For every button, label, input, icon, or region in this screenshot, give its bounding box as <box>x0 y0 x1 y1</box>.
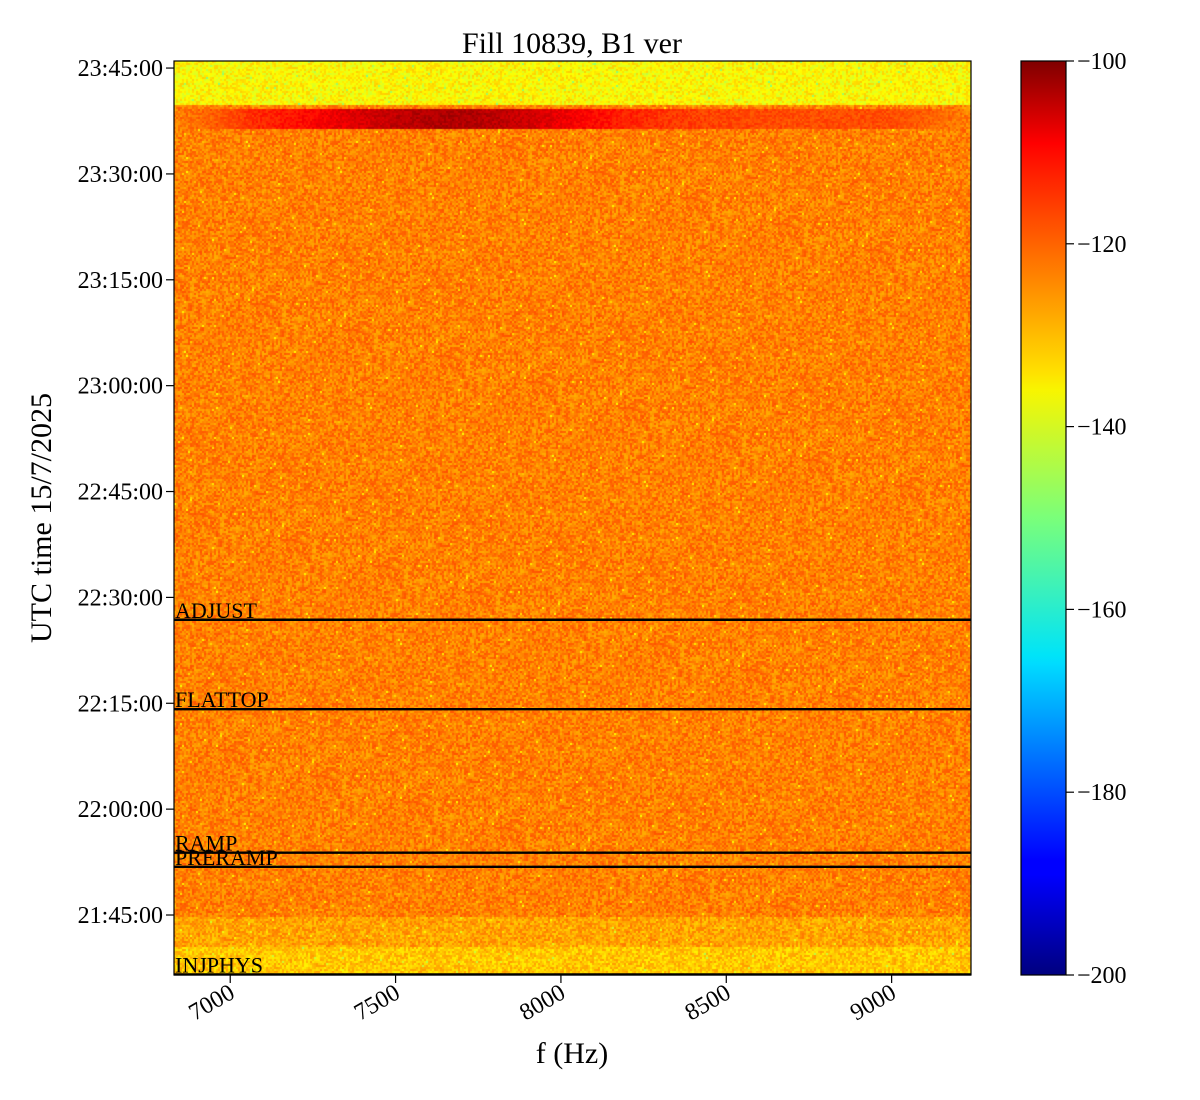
y-axis-label: UTC time 15/7/2025 <box>25 393 58 643</box>
event-label: FLATTOP <box>175 687 269 712</box>
plot-frame <box>173 60 972 976</box>
y-tick-label: 22:00:00 <box>78 797 163 823</box>
x-tick-label: 9000 <box>846 980 901 1027</box>
x-axis-ticks: 7000 7500 8000 8500 9000 <box>185 975 901 1026</box>
colorbar-tick-label: −180 <box>1077 780 1127 806</box>
y-tick-label: 23:00:00 <box>78 374 163 400</box>
y-tick-label: 22:45:00 <box>78 480 163 506</box>
colorbar-ticks: −100 −120 −140 −160 −180 −200 <box>1066 49 1127 989</box>
event-label: RAMP <box>175 831 237 856</box>
y-tick-label: 23:30:00 <box>78 162 163 188</box>
colorbar-tick-label: −140 <box>1077 415 1127 441</box>
event-label: ADJUST <box>175 598 257 623</box>
heatmap-raster <box>174 61 971 975</box>
colorbar-tick-label: −200 <box>1077 963 1127 989</box>
colorbar-tick-label: −120 <box>1077 232 1127 258</box>
x-tick-label: 7000 <box>185 980 240 1027</box>
y-tick-label: 23:15:00 <box>78 268 163 294</box>
x-tick-label: 8500 <box>681 980 736 1027</box>
event-label: PRERAMP <box>175 845 278 870</box>
y-tick-label: 21:45:00 <box>78 903 163 929</box>
y-axis-ticks: 21:45:00 22:00:00 22:15:00 22:30:00 22:45:00… <box>78 56 174 929</box>
y-tick-label: 23:45:00 <box>78 56 163 82</box>
colorbar <box>1020 60 1067 976</box>
colorbar-tick-label: −100 <box>1077 49 1127 75</box>
colorbar-tick-label: −160 <box>1077 597 1127 623</box>
x-tick-label: 7500 <box>350 980 405 1027</box>
x-axis-label: f (Hz) <box>536 1037 608 1070</box>
y-tick-label: 22:15:00 <box>78 691 163 717</box>
event-label: INJPHYS <box>175 952 263 977</box>
x-tick-label: 8000 <box>515 980 570 1027</box>
chart-title: Fill 10839, B1 ver <box>462 27 682 60</box>
y-tick-label: 22:30:00 <box>78 585 163 611</box>
